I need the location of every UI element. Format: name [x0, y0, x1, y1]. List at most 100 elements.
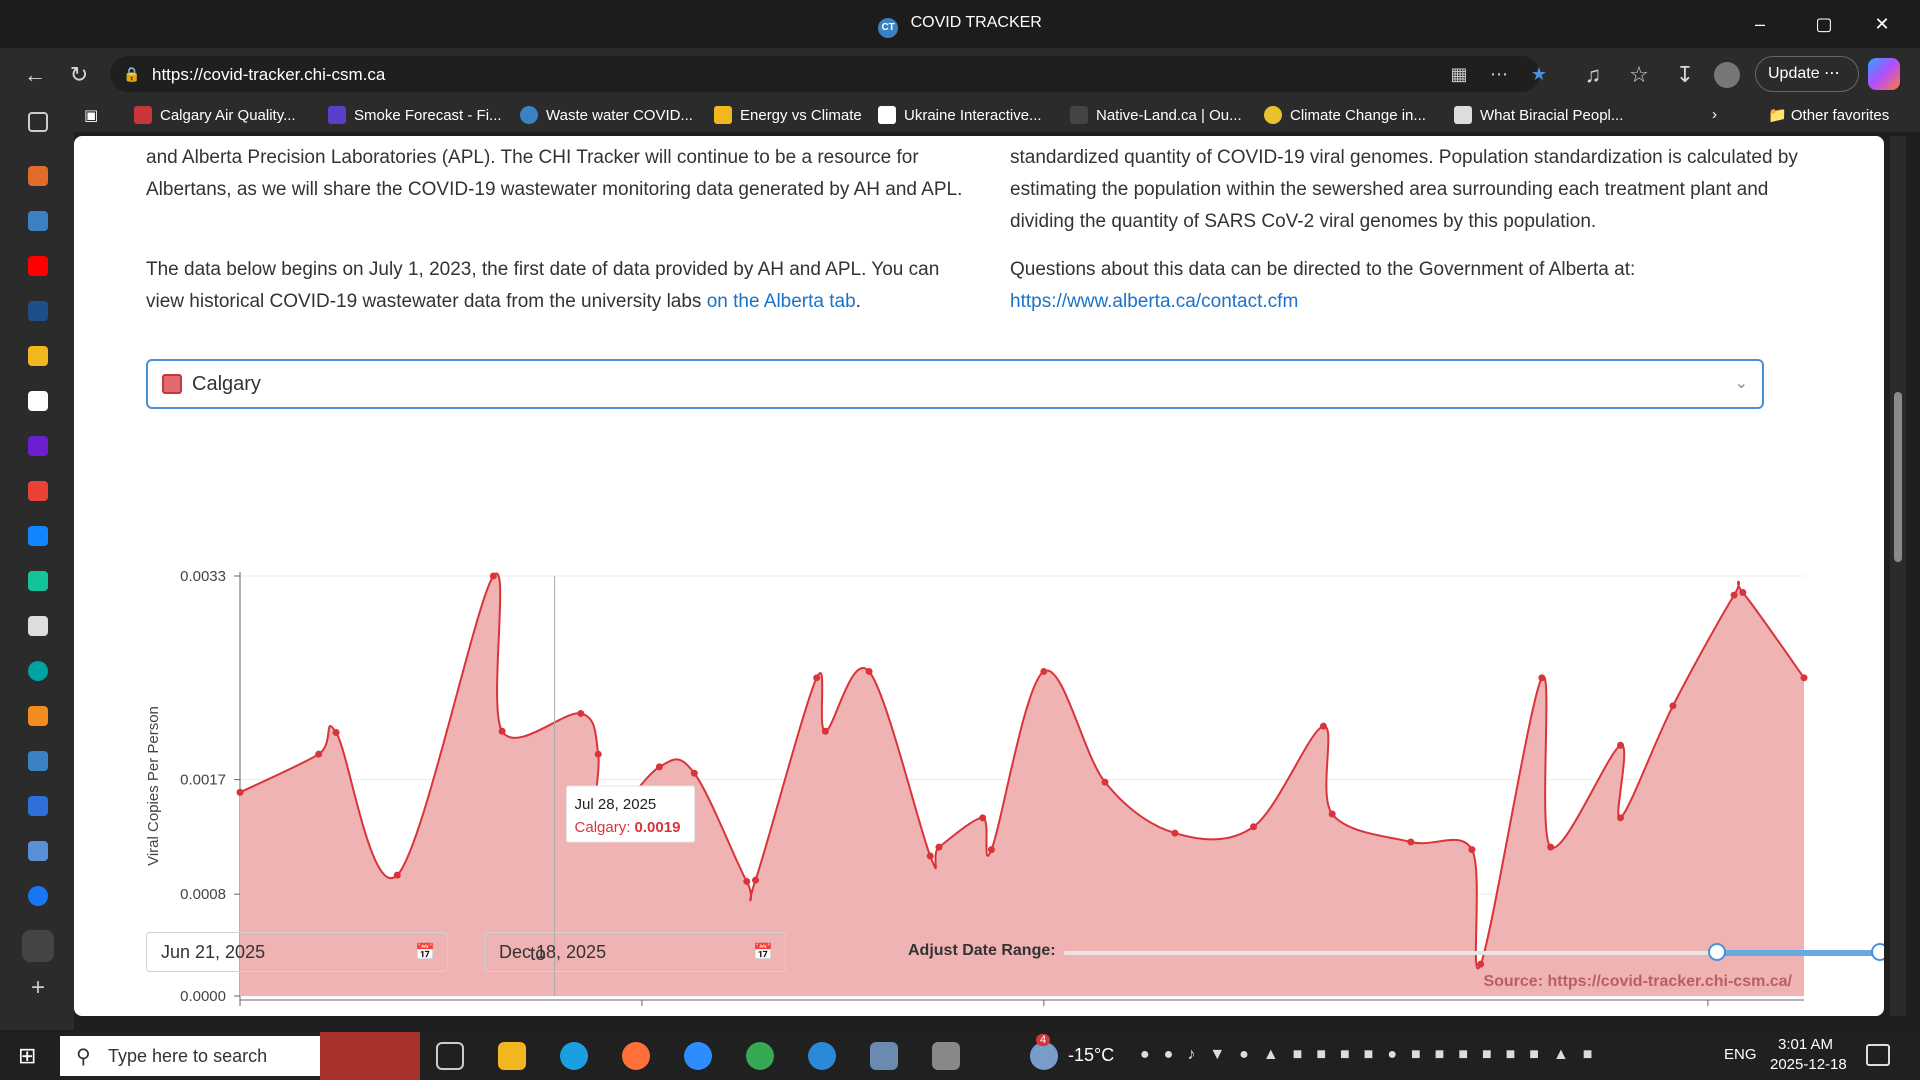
- start-date-input[interactable]: Jun 21, 2025 📅: [146, 932, 448, 972]
- weather-icon[interactable]: [28, 706, 48, 726]
- file-explorer-icon[interactable]: [498, 1042, 526, 1070]
- date-range-selection[interactable]: [1718, 950, 1880, 956]
- minimize-icon[interactable]: –: [1754, 14, 1765, 34]
- extensions-icon[interactable]: ♫: [1584, 62, 1602, 87]
- window-titlebar: CT COVID TRACKER – ▢ ✕: [0, 0, 1920, 48]
- alberta-tab-link[interactable]: on the Alberta tab: [706, 291, 856, 312]
- weather-temp[interactable]: -15°C: [1068, 1045, 1115, 1065]
- url-text[interactable]: https://covid-tracker.chi-csm.ca: [152, 65, 386, 84]
- app-icon-6[interactable]: [28, 391, 48, 411]
- add-icon[interactable]: +: [30, 974, 45, 1001]
- scrollbar-thumb[interactable]: [1894, 392, 1902, 562]
- downloads-icon[interactable]: ↧: [1675, 62, 1695, 87]
- data-point: [332, 729, 340, 737]
- app-icon-5[interactable]: [28, 346, 48, 366]
- data-point: [1800, 674, 1808, 682]
- bookmark-item[interactable]: Native-Land.ca | Ou...: [1070, 106, 1242, 124]
- bookmark-item[interactable]: Ukraine Interactive...: [878, 106, 1042, 124]
- wastewater-chart[interactable]: 0.0000 0.0008 0.0017 0.0033 2025-06-22 2025-0…: [74, 416, 1884, 1016]
- search-highlight-image[interactable]: [320, 1032, 420, 1080]
- range-start-handle[interactable]: [1708, 943, 1726, 961]
- chevron-right-icon[interactable]: ›: [1712, 106, 1717, 123]
- chrome-icon[interactable]: [746, 1042, 774, 1070]
- tabs-icon[interactable]: [28, 112, 48, 132]
- calculator-icon[interactable]: [932, 1042, 960, 1070]
- app-icon-2[interactable]: [28, 211, 48, 231]
- date-range-track[interactable]: [1064, 951, 1880, 955]
- covid-tracker-sidebar-icon[interactable]: [22, 930, 54, 962]
- clock-time[interactable]: 3:01 AM: [1778, 1036, 1834, 1053]
- bookmark-item[interactable]: What Biracial Peopl...: [1454, 106, 1623, 124]
- y-tick-label: 0.0033: [180, 568, 226, 585]
- close-icon[interactable]: ✕: [1874, 14, 1890, 34]
- address-bar[interactable]: 🔒 https://covid-tracker.chi-csm.ca ▦ ⋯ ★: [110, 56, 1547, 92]
- firefox-icon[interactable]: [622, 1042, 650, 1070]
- data-point: [1328, 810, 1336, 818]
- bookmark-item[interactable]: Smoke Forecast - Fi...: [328, 106, 502, 124]
- apps-icon[interactable]: ▦: [1450, 64, 1468, 84]
- data-point: [1407, 838, 1415, 846]
- end-date-input[interactable]: Dec 18, 2025 📅: [484, 932, 786, 972]
- selected-location: Calgary: [192, 373, 261, 395]
- bookmark-item[interactable]: Waste water COVID...: [520, 106, 693, 124]
- data-point: [690, 769, 698, 777]
- system-tray-icons[interactable]: ●●♪▼●▲■■■■●■■■■■■▲■: [1140, 1046, 1607, 1063]
- docs-icon[interactable]: [28, 796, 48, 816]
- app-icon-4[interactable]: [28, 301, 48, 321]
- app-icon-tb[interactable]: [808, 1042, 836, 1070]
- bookmark-label: Native-Land.ca | Ou...: [1096, 107, 1242, 124]
- app-icon-17[interactable]: [28, 841, 48, 861]
- update-button[interactable]: Update ⋯: [1755, 56, 1859, 92]
- data-point: [594, 750, 602, 758]
- other-favorites[interactable]: 📁 Other favorites: [1768, 106, 1889, 124]
- data-point: [743, 877, 751, 885]
- bookmark-item[interactable]: Energy vs Climate: [714, 106, 862, 124]
- maximize-icon[interactable]: ▢: [1815, 14, 1833, 34]
- profile-avatar[interactable]: [1714, 62, 1740, 88]
- edge-icon[interactable]: [560, 1042, 588, 1070]
- copilot-icon[interactable]: [1868, 58, 1900, 90]
- facebook-icon[interactable]: [28, 886, 48, 906]
- to-label: to: [530, 944, 546, 965]
- calendar-icon[interactable]: [28, 751, 48, 771]
- zoom-icon[interactable]: [684, 1042, 712, 1070]
- windows-taskbar: ⊞ ⚲ Type here to search 4 -15°C ●●♪▼●▲■■…: [0, 1032, 1920, 1080]
- start-date-value: Jun 21, 2025: [161, 942, 266, 962]
- back-arrow-icon[interactable]: ←: [24, 62, 46, 87]
- bookmark-item[interactable]: Climate Change in...: [1264, 106, 1426, 124]
- chevron-down-icon: ⌄: [1734, 375, 1748, 392]
- tooltip-date: Jul 28, 2025: [575, 796, 657, 813]
- app-icon-tb2[interactable]: [870, 1042, 898, 1070]
- weather-cloud-icon[interactable]: [1030, 1042, 1058, 1070]
- youtube-icon[interactable]: [28, 256, 48, 276]
- taskbar-search[interactable]: ⚲ Type here to search: [60, 1036, 320, 1076]
- app-icon-1[interactable]: [28, 166, 48, 186]
- notifications-icon[interactable]: [1866, 1044, 1890, 1066]
- series-color-swatch: [162, 374, 182, 394]
- bluesky-icon[interactable]: [28, 526, 48, 546]
- bookmark-item[interactable]: Calgary Air Quality...: [134, 106, 296, 124]
- clock-date[interactable]: 2025-12-18: [1770, 1056, 1847, 1073]
- task-view-icon[interactable]: [436, 1042, 464, 1070]
- favorites-icon[interactable]: ☆: [1629, 62, 1649, 87]
- location-select[interactable]: Calgary ⌄: [146, 359, 1764, 409]
- app-icon-13[interactable]: [28, 661, 48, 681]
- language-indicator[interactable]: ENG: [1724, 1046, 1757, 1063]
- yahoo-mail-icon[interactable]: [28, 436, 48, 456]
- app-icon-12[interactable]: [28, 616, 48, 636]
- bookmark-toggle-icon[interactable]: ▣: [84, 107, 99, 124]
- range-end-handle[interactable]: [1871, 943, 1884, 961]
- gmail-icon[interactable]: [28, 481, 48, 501]
- more-tools-icon[interactable]: ⋯: [1490, 64, 1508, 84]
- data-point: [1617, 814, 1625, 822]
- x-tick-label: 2025-09-22: [1005, 1013, 1082, 1016]
- grammarly-icon[interactable]: [28, 571, 48, 591]
- ukraine-icon: [878, 106, 896, 124]
- favorite-star-icon[interactable]: ★: [1530, 64, 1548, 84]
- windows-start-icon[interactable]: ⊞: [18, 1043, 37, 1068]
- data-point: [577, 709, 585, 717]
- contact-link[interactable]: https://www.alberta.ca/contact.cfm: [1010, 291, 1299, 312]
- page-scrollbar[interactable]: [1890, 136, 1906, 1016]
- refresh-icon[interactable]: ↻: [69, 62, 89, 87]
- intro-paragraph-right-1: standardized quantity of COVID-19 viral …: [1010, 147, 1798, 232]
